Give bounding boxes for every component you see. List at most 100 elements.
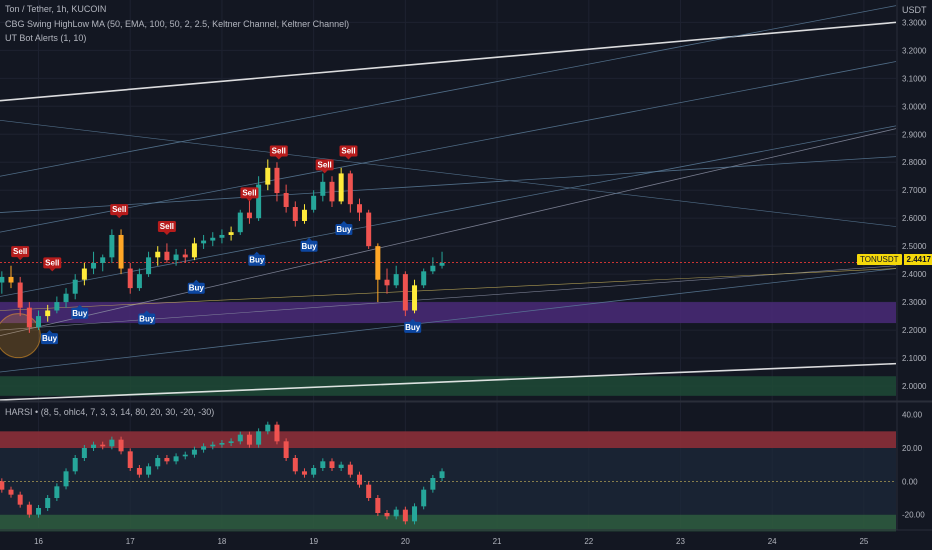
signal-badge [71, 307, 89, 319]
candle [301, 204, 307, 224]
harsi-name: HARSI [5, 407, 33, 417]
harsi-tick-label: 20.00 [902, 444, 923, 453]
candle-body [100, 257, 106, 263]
harsi-body [366, 484, 372, 498]
signal-badge [138, 313, 156, 325]
signal-pointer [246, 198, 253, 202]
candle [210, 232, 216, 247]
signal-badge [300, 240, 318, 252]
signal-label: Buy [42, 334, 58, 343]
price-axis: 3.3000 3.2000 3.1000 3.0000 2.9000 2.8000 2.70… [902, 18, 927, 391]
candle [265, 159, 271, 191]
candle-body [182, 254, 188, 258]
harsi-body [100, 444, 106, 447]
candle-body [430, 265, 436, 272]
candle [146, 251, 152, 277]
harsi-bar [338, 461, 344, 471]
harsi-title[interactable]: HARSI • (8, 5, ohlc4, 7, 3, 3, 14, 80, 2… [5, 407, 214, 417]
candle-body [338, 173, 344, 202]
indicator-swing-highlow[interactable]: CBG Swing HighLow MA (50, EMA, 100, 50, … [5, 19, 350, 29]
harsi-body [357, 474, 363, 485]
channel-line [0, 156, 897, 213]
harsi-bar [228, 438, 234, 446]
candle-body [146, 257, 152, 275]
signal-pointer [409, 318, 416, 322]
harsi-body [0, 481, 5, 490]
price-tick-label: 2.9000 [902, 130, 927, 139]
price-tick-label: 2.2000 [902, 326, 927, 335]
candle-body [265, 167, 271, 185]
channel-line [0, 61, 897, 233]
candle [347, 170, 353, 213]
candle-body [256, 184, 262, 219]
harsi-bar [164, 455, 170, 465]
signal-badge [269, 145, 288, 157]
sell-signal: Sell [240, 187, 259, 202]
signal-label: Buy [405, 323, 421, 332]
candle [8, 265, 14, 289]
candle-body [8, 276, 14, 283]
harsi-bar [357, 471, 363, 488]
candle-body [393, 274, 399, 286]
candle [393, 265, 399, 289]
candle [54, 296, 60, 314]
candle-body [26, 307, 32, 328]
price-tag: TONUSDT 2.4417 [857, 254, 932, 265]
channel-line [0, 268, 897, 311]
price-tick-label: 2.0000 [902, 382, 927, 391]
channel-line [0, 5, 897, 177]
harsi-bar [45, 495, 51, 511]
harsi-body [274, 424, 280, 442]
buy-signal: Buy [138, 310, 156, 325]
buy-signal: Buy [248, 251, 266, 266]
signal-pointer [163, 231, 170, 235]
signal-label: Buy [72, 309, 88, 318]
candle [311, 190, 317, 213]
harsi-bar [118, 436, 124, 455]
candle [127, 262, 133, 294]
sell-signal: Sell [110, 204, 129, 219]
candle [26, 302, 32, 333]
harsi-body [430, 478, 436, 490]
candle-body [81, 268, 87, 280]
harsi-body [146, 466, 152, 475]
harsi-bar [375, 495, 381, 516]
harsi-bar [91, 441, 97, 451]
buy-signal: Buy [404, 318, 422, 333]
indicator-ut-bot[interactable]: UT Bot Alerts (1, 10) [5, 33, 87, 43]
signals: Sell Sell Sell Sell Sell Sell Sell Sell Buy Buy Bu… [11, 145, 422, 345]
harsi-body [91, 444, 97, 448]
harsi-params: (8, 5, ohlc4, 7, 3, 3, 14, 80, 20, 30, -… [40, 407, 215, 417]
signal-label: Sell [160, 222, 174, 231]
harsi-body [421, 489, 427, 507]
harsi-body [439, 471, 445, 478]
buy-signal: Buy [300, 237, 318, 252]
candle [118, 229, 124, 275]
harsi-body [164, 458, 170, 462]
signal-badge [110, 204, 129, 216]
candle [439, 251, 445, 269]
harsi-body [219, 443, 225, 445]
harsi-body [338, 464, 344, 468]
symbol-title: Ton / Tether, 1h, KUCOIN [5, 4, 107, 14]
signal-badge [157, 220, 176, 232]
harsi-body [412, 506, 418, 522]
time-tick-label: 24 [768, 537, 777, 546]
price-tick-label: 2.6000 [902, 214, 927, 223]
harsi-body [136, 468, 142, 475]
time-tick-label: 16 [34, 537, 43, 546]
harsi-body [17, 494, 23, 505]
price-tag-symbol: TONUSDT [857, 254, 902, 265]
candle-body [274, 167, 280, 194]
harsi-bar [311, 465, 317, 478]
candle-body [54, 302, 60, 311]
candle-body [219, 234, 225, 238]
time-tick-label: 23 [676, 537, 685, 546]
channel-line [0, 119, 897, 227]
price-tick-label: 2.7000 [902, 186, 927, 195]
buy-signal: Buy [187, 279, 205, 294]
harsi-bar [246, 431, 252, 448]
harsi-tick-label: 40.00 [902, 411, 923, 420]
harsi-bar [210, 441, 216, 450]
